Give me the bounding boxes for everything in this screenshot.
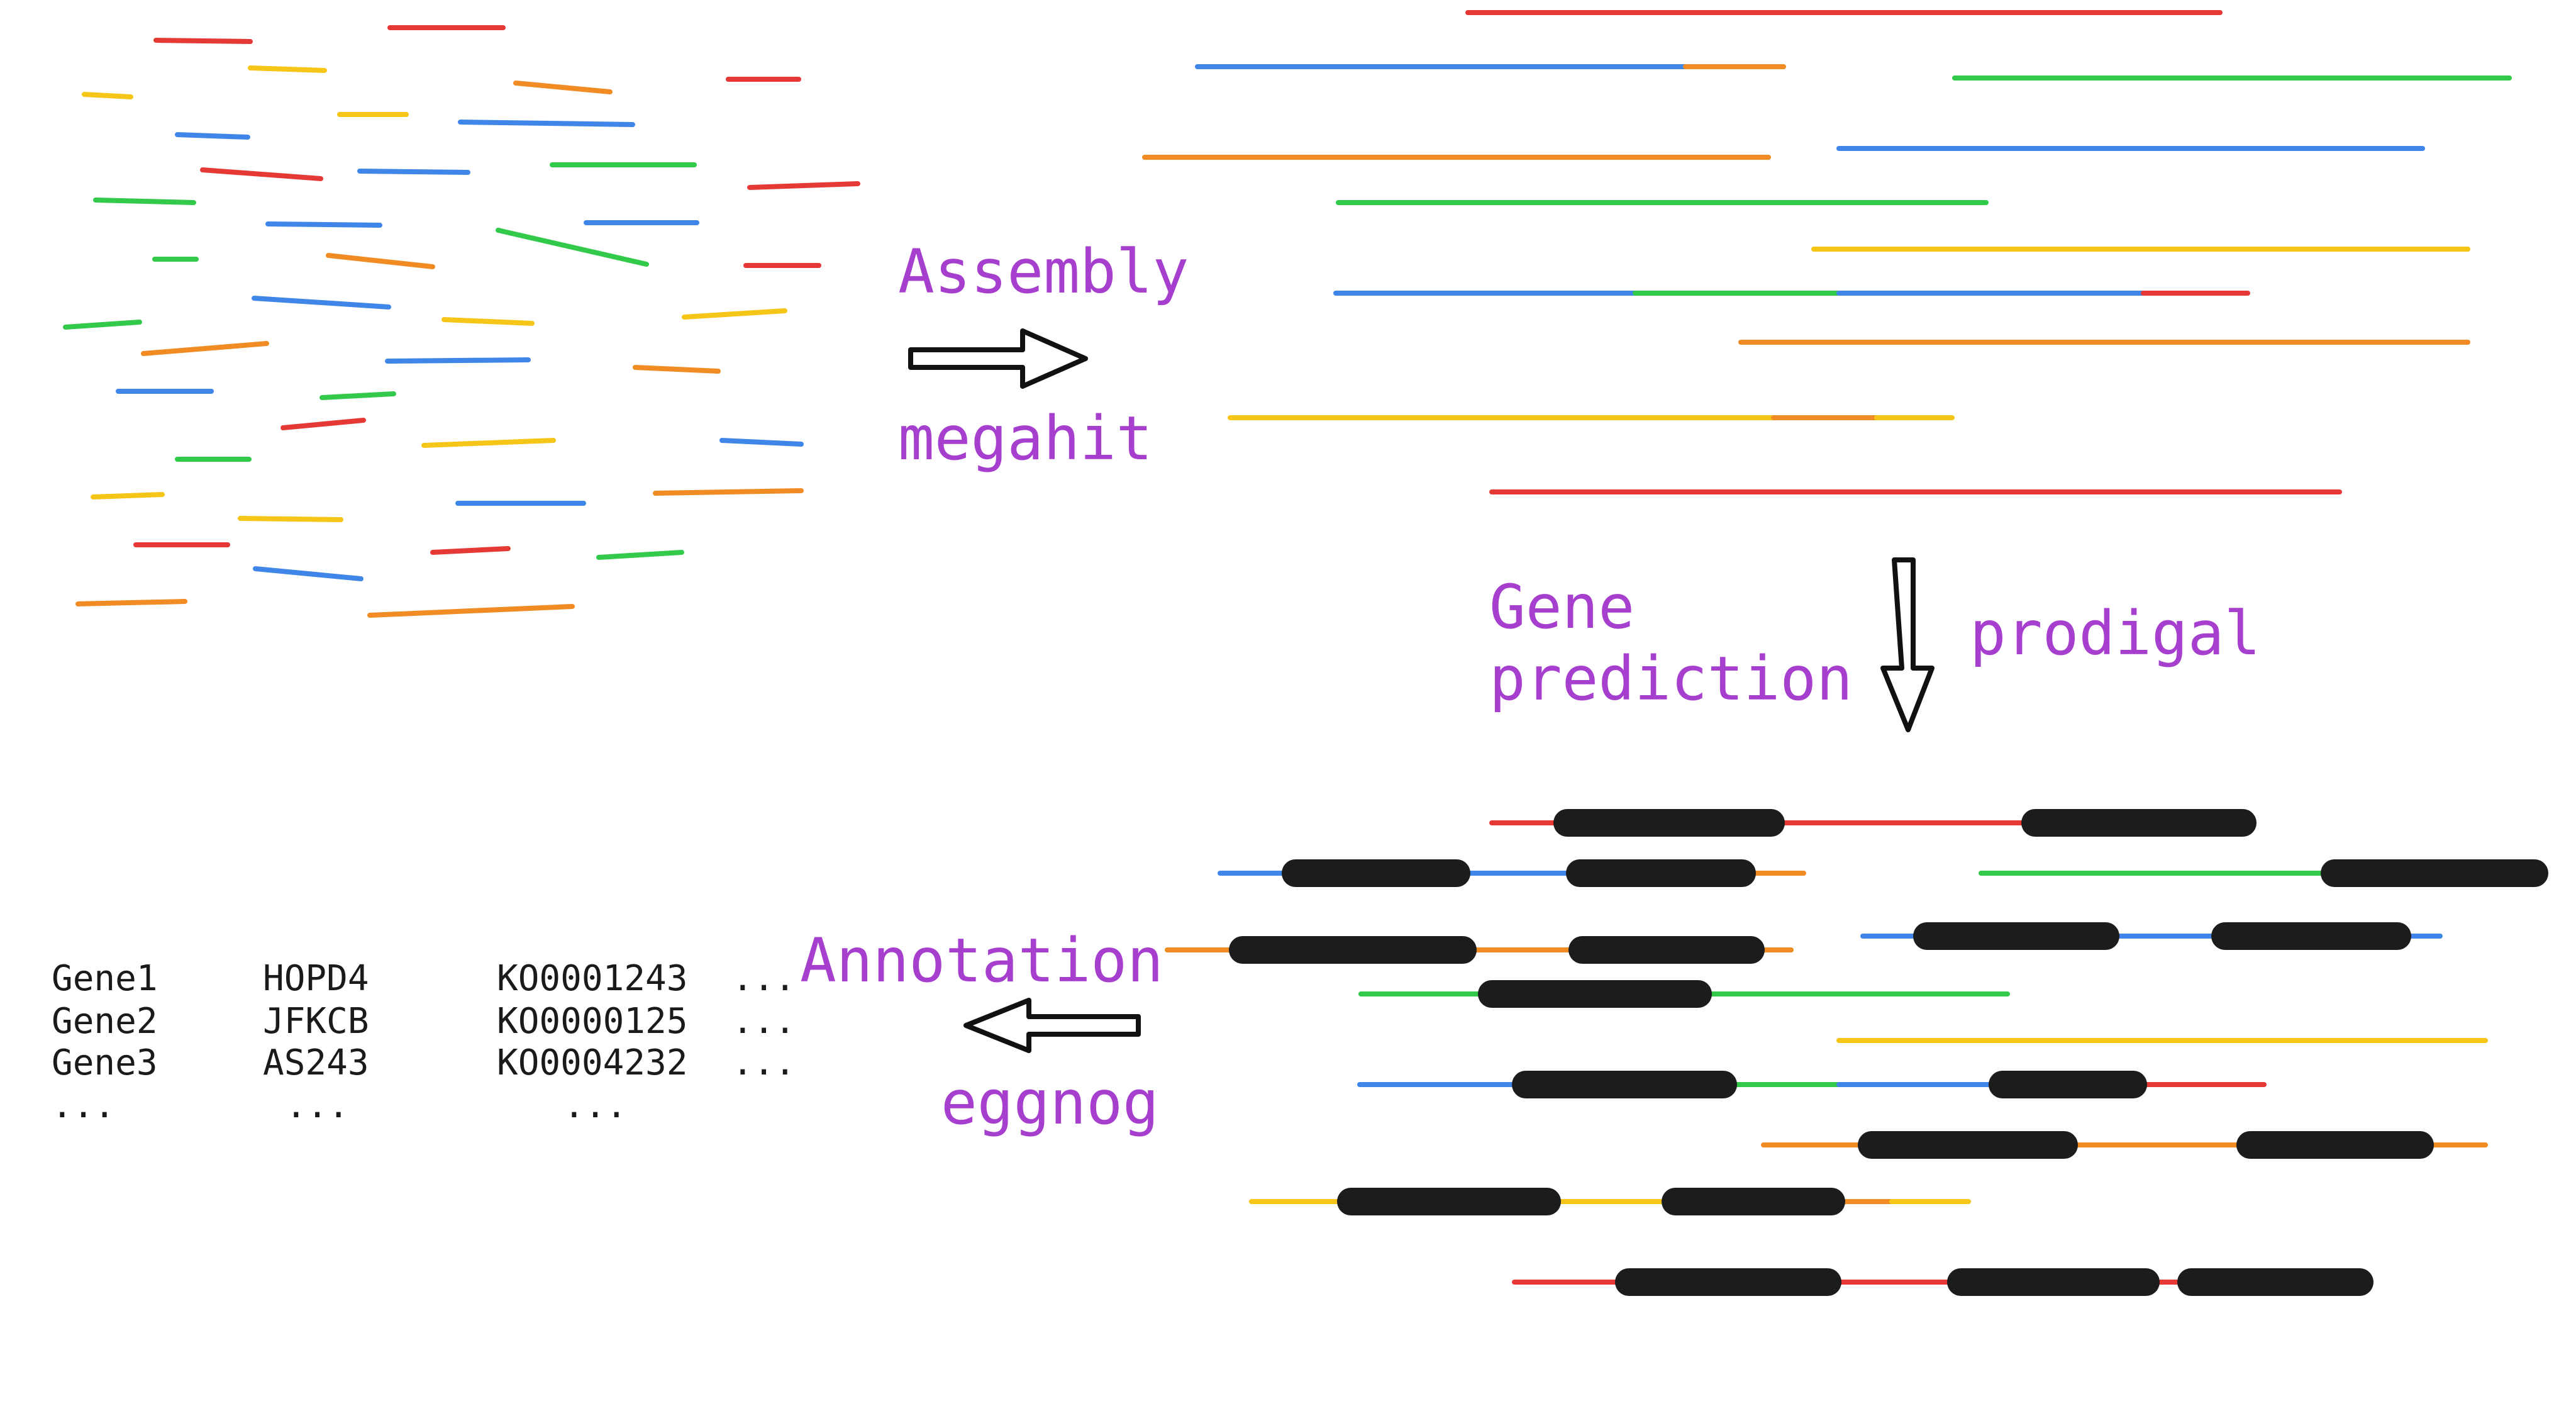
assembly-label: Assembly <box>898 237 1189 307</box>
read-segment <box>498 230 647 264</box>
read-segment <box>444 320 532 323</box>
read-segment <box>96 200 194 203</box>
read-segment <box>283 420 364 428</box>
table-cell: ... <box>732 1001 796 1042</box>
prodigal-label: prodigal <box>1970 598 2260 669</box>
table-row: ... ... ... <box>52 1085 627 1126</box>
read-segment <box>328 255 433 267</box>
read-segment <box>722 440 801 444</box>
table-row: Gene3 AS243 KO0004232 ... <box>52 1042 796 1083</box>
read-segment <box>387 360 528 361</box>
annotation-arrow-icon <box>966 1000 1138 1051</box>
eggnog-label: eggnog <box>941 1068 1159 1138</box>
read-segment <box>516 83 610 92</box>
read-segment <box>93 494 162 497</box>
table-cell: Gene1 <box>52 958 158 999</box>
table-row: Gene2 JFKCB KO0000125 ... <box>52 1001 796 1042</box>
prediction-label: prediction <box>1489 644 1853 714</box>
annotation-label: Annotation <box>800 925 1163 996</box>
table-cell: ... <box>732 1042 796 1083</box>
table-cell: KO0004232 <box>497 1042 687 1083</box>
table-cell: ... <box>286 1085 349 1126</box>
table-cell: JFKCB <box>263 1001 369 1042</box>
read-segment <box>255 569 361 579</box>
table-cell: ... <box>732 958 796 999</box>
read-segment <box>322 394 394 398</box>
read-segment <box>684 311 785 317</box>
gene-prediction-arrow-icon <box>1883 560 1932 730</box>
read-segment <box>156 40 250 42</box>
read-segment <box>360 171 468 172</box>
read-segment <box>599 552 682 557</box>
read-segment <box>433 549 508 552</box>
read-segment <box>750 184 858 187</box>
read-segment <box>65 322 140 327</box>
read-segment <box>424 440 553 445</box>
table-row: Gene1 HOPD4 KO0001243 ... <box>52 958 796 999</box>
megahit-label: megahit <box>898 403 1153 474</box>
table-cell: ... <box>564 1085 627 1126</box>
read-segment <box>250 68 325 70</box>
table-cell: KO0000125 <box>497 1001 687 1042</box>
assembly-arrow-icon <box>911 331 1085 386</box>
annotation-table: Gene1 HOPD4 KO0001243 ... Gene2 JFKCB KO… <box>52 958 796 1126</box>
table-cell: KO0001243 <box>497 958 687 999</box>
read-segment <box>268 224 380 225</box>
assembled-contigs <box>1145 13 2509 492</box>
table-cell: Gene2 <box>52 1001 158 1042</box>
gene-label: Gene <box>1489 572 1635 642</box>
read-segment <box>655 491 801 493</box>
read-segment <box>84 94 131 97</box>
read-segment <box>254 298 389 307</box>
read-segment <box>635 367 718 371</box>
table-cell: Gene3 <box>52 1042 158 1083</box>
short-reads-cluster <box>65 28 858 615</box>
read-segment <box>203 170 321 179</box>
table-cell: ... <box>52 1085 115 1126</box>
read-segment <box>78 601 185 604</box>
read-segment <box>177 135 248 137</box>
contigs-with-predicted-genes <box>1167 823 2534 1282</box>
table-cell: AS243 <box>263 1042 369 1083</box>
read-segment <box>143 343 267 354</box>
read-segment <box>370 606 572 615</box>
read-segment <box>460 122 633 125</box>
read-segment <box>240 518 341 520</box>
table-cell: HOPD4 <box>263 958 369 999</box>
